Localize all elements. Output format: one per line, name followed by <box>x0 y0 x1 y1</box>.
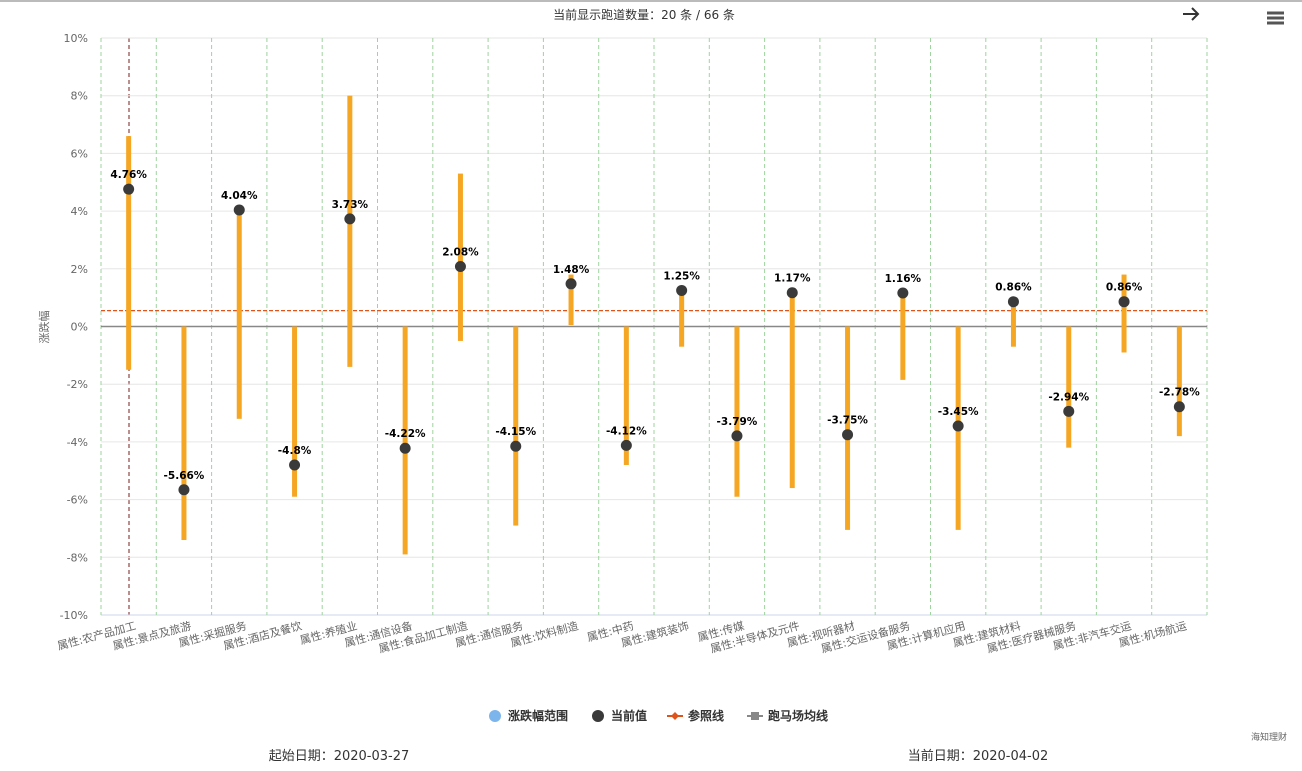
data-label: 0.86% <box>1106 282 1143 294</box>
legend-symbol <box>592 710 604 722</box>
y-tick-label: 4% <box>71 205 88 218</box>
range-bar <box>1176 326 1182 437</box>
legend-label: 跑马场均线 <box>768 708 828 723</box>
range-bar <box>347 95 353 367</box>
data-label: 1.16% <box>885 273 922 285</box>
range-bar <box>845 326 851 530</box>
arrow-icon[interactable] <box>1183 7 1200 21</box>
legend-label: 参照线 <box>688 708 724 723</box>
current-dot <box>1007 296 1019 308</box>
y-tick-label: -8% <box>67 551 88 564</box>
y-tick-label: -4% <box>67 436 88 449</box>
range-bar <box>679 290 685 347</box>
start-date: 起始日期：2020-03-27 <box>269 749 410 764</box>
data-label: -3.75% <box>827 415 868 427</box>
current-dot <box>178 484 190 496</box>
data-label: 4.04% <box>221 190 258 202</box>
range-bar <box>568 274 574 326</box>
range-bar <box>1010 301 1016 347</box>
current-dot <box>565 278 577 290</box>
current-dot <box>952 420 964 432</box>
current-dot <box>731 430 743 442</box>
data-label: -4.15% <box>495 426 536 438</box>
y-tick-label: 8% <box>71 90 88 103</box>
current-dot <box>289 459 301 471</box>
range-bar <box>236 209 242 419</box>
data-label: 0.86% <box>995 282 1032 294</box>
current-dot <box>676 284 688 296</box>
legend-label: 当前值 <box>611 708 647 723</box>
data-label: 3.73% <box>332 199 369 211</box>
range-bar <box>457 173 463 341</box>
top-border <box>0 0 1302 2</box>
range-bar <box>126 136 132 370</box>
current-dot <box>510 440 522 452</box>
legend-label: 涨跌幅范围 <box>508 708 568 723</box>
y-tick-label: 2% <box>71 263 88 276</box>
current-dot <box>123 183 135 195</box>
data-label: -4.12% <box>606 425 647 437</box>
data-label: 1.25% <box>663 270 700 282</box>
y-axis-label: 涨跌幅 <box>37 311 51 344</box>
legend-symbol <box>671 712 679 720</box>
data-label: -4.22% <box>385 428 426 440</box>
data-label: 1.17% <box>774 273 811 285</box>
range-bar <box>623 326 629 465</box>
data-label: -3.79% <box>717 416 758 428</box>
data-label: 2.08% <box>442 246 479 258</box>
range-bar <box>181 326 187 540</box>
current-date: 当前日期：2020-04-02 <box>908 748 1049 764</box>
current-dot <box>454 260 466 272</box>
current-dot <box>344 213 356 225</box>
data-label: 1.48% <box>553 264 590 276</box>
menu-icon[interactable] <box>1267 11 1284 25</box>
current-dot <box>1173 401 1185 413</box>
current-dot <box>233 204 245 216</box>
legend-symbol <box>489 710 501 722</box>
y-tick-label: 0% <box>71 321 88 334</box>
current-dot <box>620 439 632 451</box>
current-dot <box>786 287 798 299</box>
range-bar <box>1121 274 1127 353</box>
range-bar <box>402 326 408 555</box>
data-label: -3.45% <box>938 406 979 418</box>
range-bar <box>900 293 906 380</box>
range-bar <box>513 326 519 526</box>
header: 当前显示跑道数量：20 条 / 66 条 <box>553 7 735 22</box>
legend-symbol <box>751 712 759 720</box>
data-label: -5.66% <box>164 470 205 482</box>
y-tick-label: 10% <box>64 32 88 45</box>
data-label: -4.8% <box>278 445 312 457</box>
current-dot <box>1118 296 1130 308</box>
arrow-path <box>1183 7 1200 21</box>
range-bar <box>1066 326 1072 448</box>
range-bar <box>292 326 298 497</box>
current-dot <box>399 442 411 454</box>
data-label: -2.94% <box>1048 391 1089 403</box>
range-bar <box>789 292 795 489</box>
watermark: 海知理财 <box>1251 731 1287 743</box>
y-tick-label: -2% <box>67 378 88 391</box>
current-dot <box>897 287 909 299</box>
y-tick-label: -6% <box>67 494 88 507</box>
current-dot <box>842 429 854 441</box>
current-dot <box>1063 405 1075 417</box>
menu-path <box>1267 11 1284 25</box>
y-tick-label: 6% <box>71 147 88 160</box>
data-label: -2.78% <box>1159 387 1200 399</box>
range-bar <box>734 326 740 497</box>
y-tick-label: -10% <box>60 609 88 622</box>
data-label: 4.76% <box>110 169 147 181</box>
